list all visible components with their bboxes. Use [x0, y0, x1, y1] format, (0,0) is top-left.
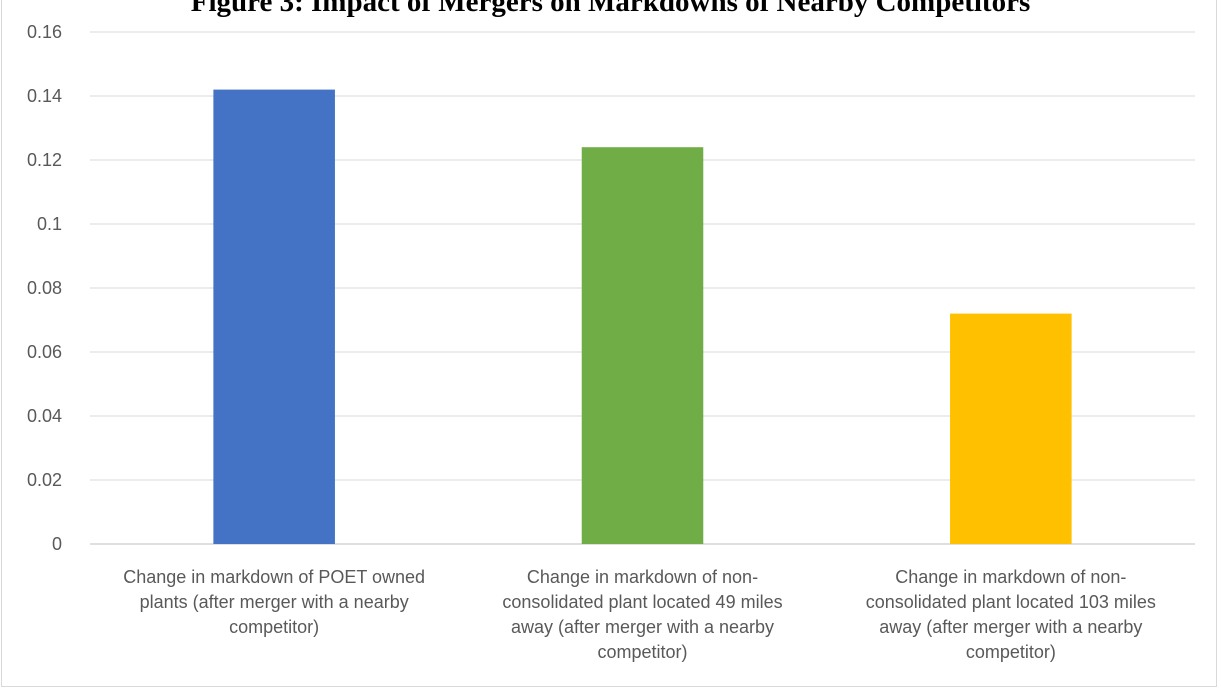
y-tick-label: 0.06 — [27, 342, 62, 362]
y-tick-label: 0.14 — [27, 86, 62, 106]
y-tick-label: 0.04 — [27, 406, 62, 426]
bar-2 — [581, 147, 704, 544]
y-tick-label: 0.02 — [27, 470, 62, 490]
x-category-label: Change in markdown of non-consolidated p… — [502, 567, 782, 662]
y-tick-label: 0 — [52, 534, 62, 554]
bars — [213, 89, 1072, 544]
chart-title: Figure 3: Impact of Mergers on Markdowns… — [190, 0, 1031, 18]
y-tick-label: 0.1 — [37, 214, 62, 234]
x-category-label: Change in markdown of POET owned plants (… — [123, 567, 425, 637]
x-axis: Change in markdown of POET owned plants (… — [123, 567, 1156, 662]
y-tick-label: 0.08 — [27, 278, 62, 298]
x-category-label: Change in markdown of non-consolidated p… — [866, 567, 1156, 662]
y-axis: 0 0.02 0.04 0.06 0.08 0.1 0.12 0.14 0.16 — [27, 22, 62, 554]
bar-1 — [213, 89, 335, 544]
y-tick-label: 0.16 — [27, 22, 62, 42]
y-tick-label: 0.12 — [27, 150, 62, 170]
bar-3 — [950, 313, 1072, 544]
